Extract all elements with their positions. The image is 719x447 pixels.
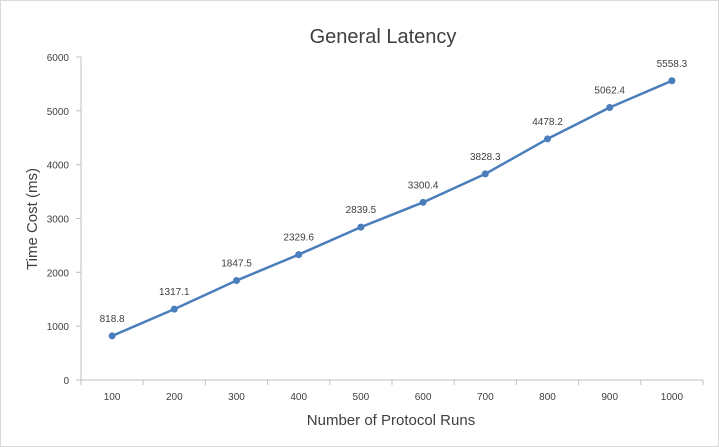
data-label: 5062.4 bbox=[594, 85, 625, 96]
x-tick-label: 700 bbox=[477, 392, 494, 403]
x-tick-label: 600 bbox=[415, 392, 432, 403]
data-point bbox=[419, 198, 427, 206]
x-tick-label: 200 bbox=[166, 392, 183, 403]
series-group: 818.8 1317.1 1847.5 2329.6 2839.5 3300.4 3828.… bbox=[100, 59, 688, 340]
data-point bbox=[233, 277, 240, 285]
data-point bbox=[668, 77, 676, 85]
data-label: 818.8 bbox=[100, 314, 125, 325]
y-tick-label: 5000 bbox=[47, 107, 70, 118]
x-tick-label: 800 bbox=[539, 392, 556, 403]
data-label: 3828.3 bbox=[470, 152, 501, 163]
axes: 0 1000 2000 3000 4000 5000 6000 100 200 300 400 500… bbox=[47, 53, 704, 403]
series-line bbox=[110, 79, 674, 338]
x-tick-label: 500 bbox=[353, 392, 370, 403]
data-label: 3300.4 bbox=[408, 180, 439, 191]
chart-title: General Latency bbox=[310, 26, 457, 48]
y-tick-label: 3000 bbox=[47, 215, 70, 226]
y-tick-label: 4000 bbox=[47, 161, 70, 172]
x-tick-label: 1000 bbox=[661, 392, 684, 403]
data-label: 5558.3 bbox=[657, 59, 688, 70]
data-point bbox=[108, 332, 116, 340]
data-point bbox=[357, 223, 365, 231]
data-label: 4478.2 bbox=[532, 117, 563, 128]
y-axis-title: Time Cost (ms) bbox=[24, 168, 41, 270]
data-point bbox=[544, 135, 551, 143]
data-point bbox=[170, 305, 178, 313]
y-tick-label: 1000 bbox=[47, 322, 70, 333]
data-label: 1317.1 bbox=[159, 287, 190, 298]
x-tick-label: 300 bbox=[228, 392, 245, 403]
x-tick-label: 900 bbox=[601, 392, 618, 403]
data-point bbox=[481, 170, 489, 178]
y-tick-label: 6000 bbox=[47, 53, 70, 64]
x-tick-label: 100 bbox=[104, 392, 121, 403]
data-point bbox=[295, 251, 303, 259]
data-point bbox=[606, 103, 614, 111]
x-axis-title: Number of Protocol Runs bbox=[307, 412, 475, 429]
data-label: 1847.5 bbox=[221, 259, 252, 270]
data-label: 2839.5 bbox=[346, 205, 377, 216]
y-tick-label: 2000 bbox=[47, 268, 70, 279]
x-tick-label: 400 bbox=[290, 392, 307, 403]
y-tick-label: 0 bbox=[63, 376, 69, 387]
data-label: 2329.6 bbox=[283, 233, 314, 244]
